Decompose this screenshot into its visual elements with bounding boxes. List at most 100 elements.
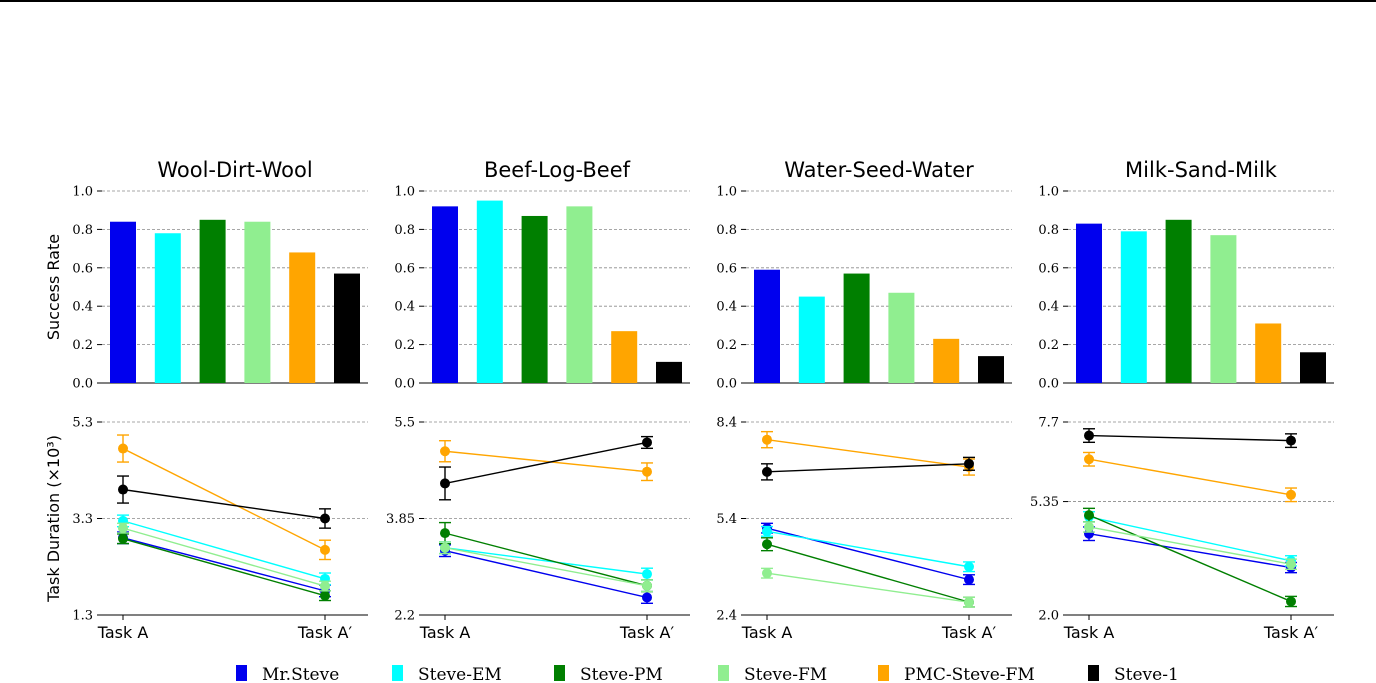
series-steve-fm — [761, 567, 975, 608]
y-tick-label: 0.6 — [716, 261, 737, 276]
panel-title: Water-Seed-Water — [784, 158, 974, 182]
data-point — [642, 569, 652, 580]
series-line — [122, 538, 326, 597]
y-tick-label: 0.8 — [716, 223, 737, 238]
y-tick-label: 3.3 — [72, 512, 93, 527]
y-tick-label: 0.2 — [72, 338, 93, 353]
series-pmc-steve-fm — [761, 430, 975, 476]
legend-label: PMC-Steve-FM — [904, 665, 1035, 683]
plot-area: Wool-Dirt-Wool 0.0 0.2 0.4 0.6 0.8 1.0 Success … — [44, 158, 1334, 642]
series-line — [766, 543, 970, 603]
series-line — [122, 537, 326, 592]
bar-steve-1 — [656, 361, 682, 383]
data-point — [762, 568, 772, 579]
series-line — [122, 447, 326, 551]
series-line — [766, 438, 970, 468]
series-steve-1 — [1083, 428, 1297, 449]
data-point — [964, 597, 974, 608]
legend-label: Steve-1 — [1114, 665, 1179, 683]
legend: Mr.Steve Steve-EM Steve-PM Steve-FM PMC-Stev… — [236, 665, 1179, 683]
y-tick-label: 0.6 — [1038, 261, 1059, 276]
y-tick-label: 0.0 — [394, 377, 415, 392]
y-tick-label: 0.8 — [1038, 223, 1059, 238]
y-tick-label: 0.6 — [72, 261, 93, 276]
y-tick-label: 0.4 — [1038, 300, 1059, 315]
bar-steve-1 — [978, 356, 1004, 383]
legend-entry-mr-steve: Mr.Steve — [236, 665, 339, 683]
series-line — [444, 547, 648, 575]
y-tick-label: 5.3 — [72, 416, 93, 431]
bar-steve-1 — [334, 273, 360, 383]
y-tick-label: 5.4 — [716, 512, 737, 527]
data-point — [320, 581, 330, 592]
y-tick-label: 3.85 — [386, 512, 415, 527]
data-point — [440, 528, 450, 539]
data-point — [118, 443, 128, 454]
x-tick-label: Task A′ — [297, 623, 353, 642]
bar-steve-pm — [521, 215, 548, 383]
data-point — [762, 526, 772, 537]
bar-steve-em — [1120, 231, 1147, 383]
legend-label: Steve-EM — [418, 665, 502, 683]
bar-panel-milk-sand-milk: Milk-Sand-Milk 0.0 0.2 0.4 0.6 0.8 1.0 — [1038, 158, 1334, 392]
bar-pmc-steve-fm — [1255, 323, 1282, 383]
data-point — [642, 580, 652, 591]
legend-entry-pmc-steve-fm: PMC-Steve-FM — [878, 665, 1035, 683]
bar-steve-em — [798, 296, 825, 383]
bar-steve-fm — [566, 206, 593, 383]
y-tick-label: 1.0 — [716, 185, 737, 200]
data-point — [762, 539, 772, 550]
y-tick-label: 0.0 — [716, 377, 737, 392]
y-axis-label: Success Rate — [44, 234, 63, 340]
bar-steve-1 — [1300, 352, 1326, 383]
series-pmc-steve-fm — [1083, 451, 1297, 503]
series-line — [1088, 526, 1292, 565]
series-mr-steve — [1083, 526, 1297, 574]
series-steve-pm — [117, 533, 331, 602]
x-tick-label: Task A — [1063, 623, 1115, 642]
series-steve-1 — [439, 435, 653, 501]
legend-entry-steve-fm: Steve-FM — [718, 665, 827, 683]
series-steve-fm — [439, 541, 653, 593]
data-point — [1286, 435, 1296, 446]
data-point — [642, 466, 652, 477]
y-tick-label: 0.6 — [394, 261, 415, 276]
series-steve-em — [761, 525, 975, 573]
top-rule — [0, 0, 1376, 2]
y-tick-label: 0.8 — [394, 223, 415, 238]
panel-title: Milk-Sand-Milk — [1125, 158, 1278, 182]
legend-label: Mr.Steve — [262, 665, 339, 683]
bar-pmc-steve-fm — [933, 338, 960, 383]
data-point — [1286, 559, 1296, 570]
y-tick-label: 0.4 — [72, 300, 93, 315]
bar-steve-pm — [1165, 219, 1192, 383]
data-point — [1286, 596, 1296, 607]
series-line — [1088, 434, 1292, 442]
x-tick-label: Task A — [419, 623, 471, 642]
series-line — [444, 450, 648, 473]
series-steve-fm — [1083, 521, 1297, 570]
data-point — [1084, 521, 1094, 532]
bar-panel-wool-dirt-wool: Wool-Dirt-Wool 0.0 0.2 0.4 0.6 0.8 1.0 Success … — [44, 158, 368, 392]
series-mr-steve — [117, 531, 331, 598]
panel-title: Wool-Dirt-Wool — [157, 158, 312, 182]
bar-mr-steve — [432, 206, 458, 383]
legend-entry-steve-1: Steve-1 — [1088, 665, 1179, 683]
bar-panel-water-seed-water: Water-Seed-Water 0.0 0.2 0.4 0.6 0.8 1.0 — [716, 158, 1012, 392]
y-tick-label: 5.35 — [1030, 495, 1059, 510]
series-line — [1088, 458, 1292, 496]
y-axis-label: Task Duration (×10³) — [44, 435, 63, 603]
data-point — [642, 437, 652, 448]
data-point — [964, 574, 974, 585]
data-point — [440, 542, 450, 553]
legend-swatch — [718, 665, 729, 681]
series-line — [1088, 516, 1292, 562]
y-tick-label: 0.0 — [1038, 377, 1059, 392]
data-point — [762, 434, 772, 445]
data-point — [1084, 454, 1094, 465]
legend-swatch — [878, 665, 889, 681]
data-point — [642, 592, 652, 603]
bar-steve-fm — [1210, 235, 1237, 383]
y-tick-label: 8.4 — [716, 416, 737, 431]
